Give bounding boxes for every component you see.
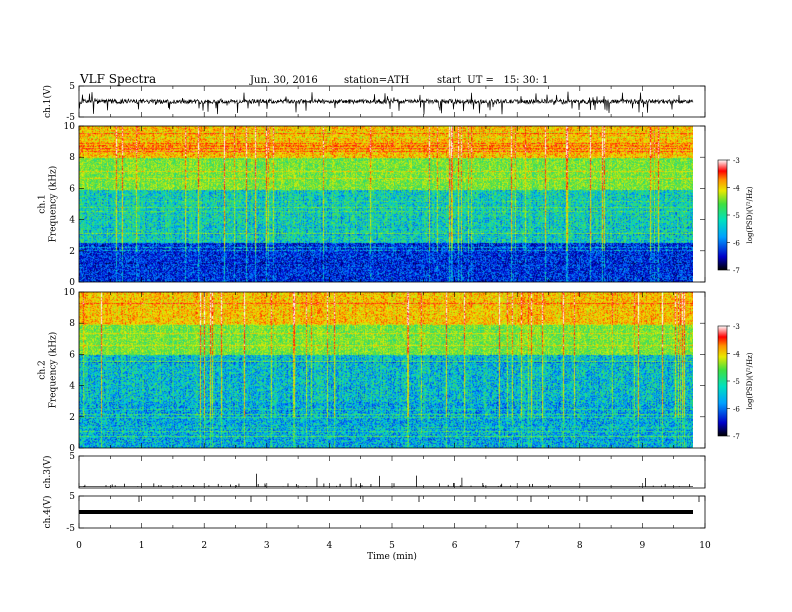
ch4-waveform-y-tick-label: -5 — [66, 524, 75, 534]
ch1-waveform-line — [78, 91, 694, 115]
ch1-waveform-y-tick-label: -5 — [66, 113, 75, 123]
ch2-spectrogram-y-tick-label: 4 — [69, 382, 75, 392]
ch2-spectrogram-y-tick-label: 8 — [69, 319, 75, 329]
ch1-colorbar-tick-label: -3 — [733, 157, 740, 165]
ch1-spectrogram-y-tick-label: 2 — [69, 247, 75, 257]
x-tick-label: 6 — [452, 541, 458, 551]
ch1-spectrogram-y-tick-label: 4 — [69, 216, 75, 226]
ch4-waveform-y-label: ch.4(V) — [42, 496, 53, 529]
date-label: Jun. 30, 2016 — [250, 75, 318, 86]
x-tick-label: 1 — [139, 541, 145, 551]
ch1-waveform-y-tick-label: 5 — [69, 82, 75, 92]
ch2-colorbar — [717, 325, 728, 437]
ch2-spectrogram-y-tick-label: 2 — [69, 413, 75, 423]
ch2-colorbar-tick-label: -6 — [733, 406, 740, 414]
ch2-spectrogram-y-tick-label: 10 — [64, 288, 76, 298]
x-tick-label: 2 — [201, 541, 207, 551]
x-tick-label: 3 — [264, 541, 270, 551]
ch1-spectrogram-image — [79, 126, 693, 282]
x-tick-label: 8 — [577, 541, 583, 551]
ch2-colorbar-tick-label: -4 — [733, 351, 740, 359]
ch1-spectrogram-y-label: ch.1 — [38, 194, 48, 213]
ch2-spectrogram-y-label: ch.2 — [38, 360, 48, 379]
chart-title: VLF Spectra — [80, 72, 157, 86]
ch1-spectrogram-y-tick-label: 6 — [69, 184, 75, 194]
ch2-spectrogram-canvas — [79, 292, 693, 448]
ch1-spectrogram-y-tick-label: 0 — [69, 278, 75, 288]
ch2-colorbar-tick-label: -3 — [733, 323, 740, 331]
ch1-colorbar-tick-label: -5 — [733, 212, 740, 220]
x-tick-label: 9 — [640, 541, 646, 551]
x-axis-label: Time (min) — [367, 551, 417, 562]
x-tick-label: 10 — [699, 541, 711, 551]
ch1-spectrogram-canvas — [79, 126, 693, 282]
ch2-spectrogram-image — [79, 292, 693, 448]
ch2-spectrogram-y-tick-label: 0 — [69, 444, 75, 454]
ch2-spectrogram-y-tick-label: 6 — [69, 350, 75, 360]
ch4-waveform-y-tick-label: 5 — [69, 492, 75, 502]
ch2-colorbar-label: log(PSD)(V²/Hz) — [746, 352, 754, 409]
ch2-spectrogram-y-label: Frequency (kHz) — [48, 332, 59, 409]
ch1-colorbar-tick-label: -4 — [733, 185, 740, 193]
ch2-colorbar-tick-label: -7 — [733, 433, 740, 441]
ch1-waveform-y-label: ch.1(V) — [42, 85, 53, 118]
x-tick-label: 4 — [327, 541, 333, 551]
ch1-spectrogram-y-tick-label: 8 — [69, 153, 75, 163]
ch1-spectrogram-y-tick-label: 10 — [64, 122, 76, 132]
x-tick-label: 5 — [389, 541, 395, 551]
ch1-colorbar — [717, 159, 728, 271]
x-tick-label: 7 — [514, 541, 520, 551]
ch1-colorbar-tick-label: -7 — [733, 267, 740, 275]
ch3-waveform-y-tick-label: 5 — [69, 452, 75, 462]
x-tick-label: 0 — [76, 541, 82, 551]
ch2-colorbar-tick-label: -5 — [733, 378, 740, 386]
ch1-colorbar-tick-label: -6 — [733, 240, 740, 248]
ch1-colorbar-label: log(PSD)(V²/Hz) — [746, 186, 754, 243]
ch3-waveform-y-label: ch.3(V) — [42, 456, 53, 489]
ch1-spectrogram-y-label: Frequency (kHz) — [48, 166, 59, 243]
start-time-label: start UT = 15: 30: 1 — [437, 75, 549, 86]
station-label: station=ATH — [344, 75, 410, 86]
